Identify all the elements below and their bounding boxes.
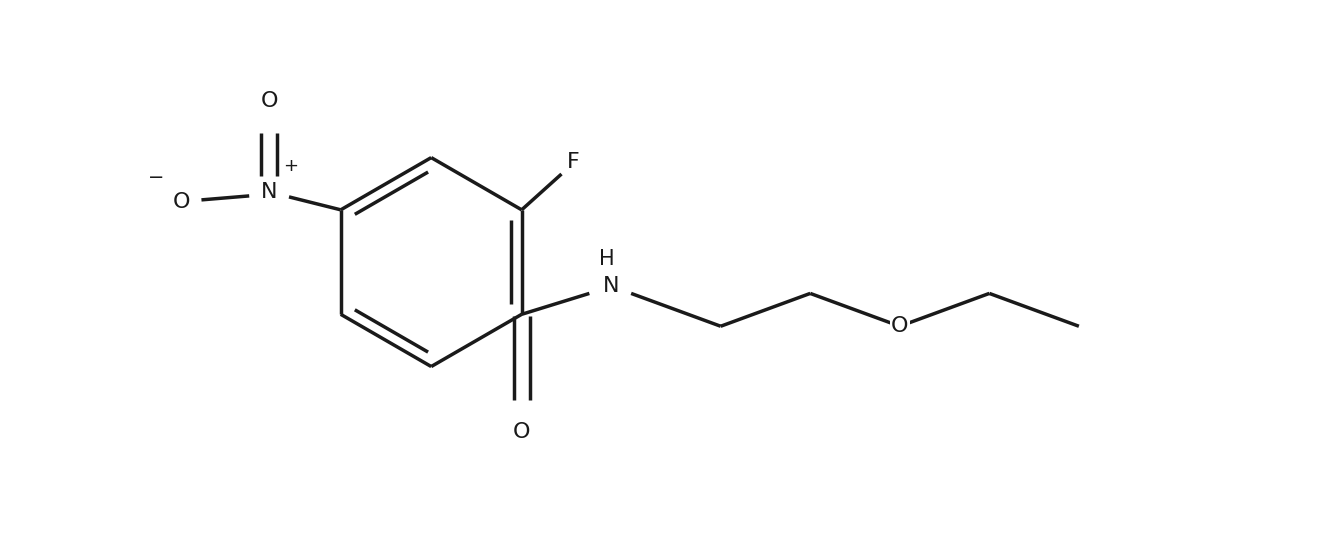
Text: F: F: [567, 152, 579, 172]
Text: −: −: [148, 167, 164, 187]
Text: O: O: [891, 316, 909, 336]
Text: N: N: [603, 277, 620, 296]
Text: N: N: [261, 182, 277, 202]
Text: H: H: [599, 248, 616, 269]
Text: O: O: [173, 192, 191, 212]
Text: +: +: [284, 157, 298, 175]
Text: O: O: [261, 92, 278, 112]
Text: O: O: [513, 422, 531, 442]
